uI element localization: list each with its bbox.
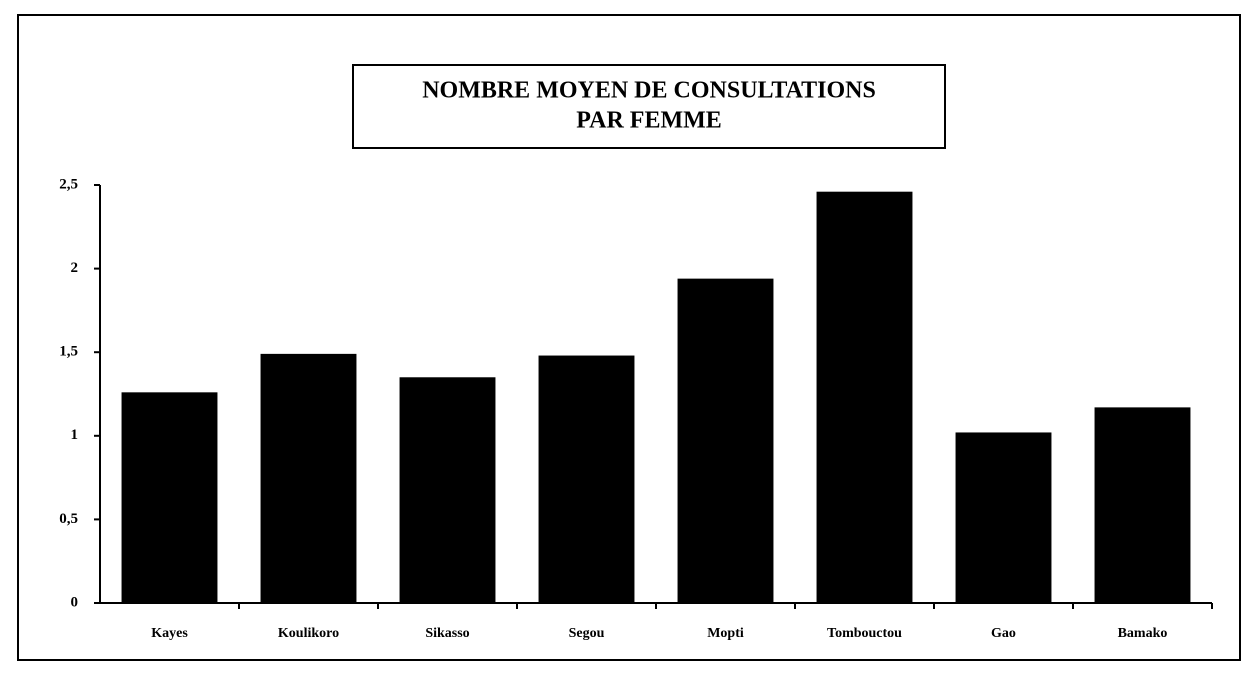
x-tick-label: Kayes <box>151 626 188 641</box>
bar <box>955 432 1052 603</box>
bar <box>816 191 913 604</box>
bar <box>260 353 357 603</box>
bar <box>399 377 496 603</box>
y-tick-label: 2 <box>71 260 79 276</box>
y-tick-label: 1,5 <box>59 344 78 360</box>
chart-subtitle: PAR FEMME <box>576 108 722 134</box>
x-tick-label: Koulikoro <box>278 626 339 641</box>
y-tick-label: 2,5 <box>59 176 78 192</box>
bar <box>121 392 218 603</box>
x-tick-label: Mopti <box>707 626 744 641</box>
title-box <box>352 64 946 149</box>
bar <box>538 355 635 603</box>
x-tick-label: Segou <box>569 626 605 641</box>
x-tick-label: Bamako <box>1118 626 1168 641</box>
y-tick-label: 0,5 <box>59 511 78 527</box>
y-tick-label: 1 <box>71 427 79 443</box>
bar <box>677 278 774 603</box>
y-tick-label: 0 <box>71 594 79 610</box>
x-tick-label: Sikasso <box>425 626 469 641</box>
bar <box>1094 407 1191 603</box>
chart-title: NOMBRE MOYEN DE CONSULTATIONS <box>422 78 876 104</box>
x-tick-label: Gao <box>991 626 1016 641</box>
x-tick-label: Tombouctou <box>827 626 902 641</box>
chart-frame <box>17 14 1241 661</box>
